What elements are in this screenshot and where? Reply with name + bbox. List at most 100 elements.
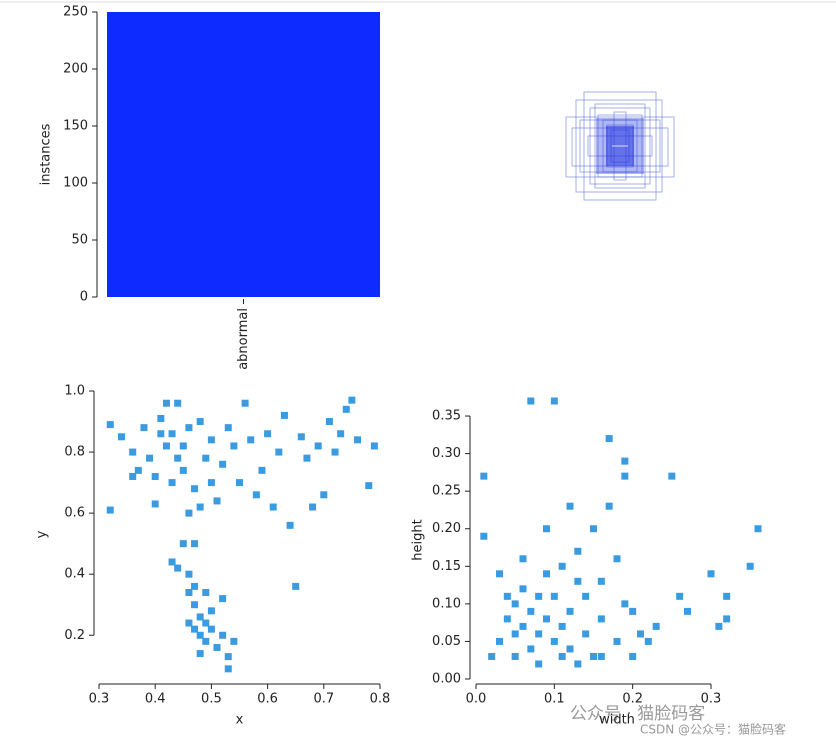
- cell: [613, 637, 621, 645]
- x-tick-label: 0.2: [622, 692, 643, 707]
- cell: [314, 442, 322, 450]
- cell: [140, 424, 148, 432]
- cell: [582, 592, 590, 600]
- cell: [202, 637, 210, 645]
- cell: [252, 491, 260, 499]
- cell: [219, 460, 227, 468]
- cell: [129, 448, 137, 456]
- cell: [269, 503, 277, 511]
- cell: [496, 570, 503, 578]
- cell: [535, 660, 543, 668]
- cell: [196, 613, 204, 621]
- cell: [241, 399, 249, 407]
- cell: [550, 397, 558, 405]
- cell: [207, 479, 215, 487]
- cell: [280, 411, 288, 419]
- cell: [207, 607, 215, 615]
- cell: [247, 436, 255, 444]
- cell: [224, 653, 232, 661]
- y-tick-label: 100: [63, 176, 88, 191]
- cell: [496, 637, 503, 645]
- cell: [480, 532, 488, 540]
- cell: [574, 577, 582, 585]
- x-tick-label: 0.1: [544, 692, 565, 707]
- cell: [543, 525, 550, 533]
- cell: [342, 405, 350, 413]
- cell: [746, 562, 754, 570]
- cell: [157, 430, 165, 438]
- cell: [309, 503, 317, 511]
- cell: [511, 652, 519, 660]
- cell: [519, 585, 527, 593]
- cell: [652, 622, 660, 630]
- cell: [605, 502, 613, 510]
- cell: [723, 615, 731, 623]
- cell: [264, 430, 272, 438]
- cell: [196, 503, 204, 511]
- cell: [151, 500, 159, 508]
- cell: [527, 607, 535, 615]
- cell: [219, 631, 227, 639]
- cell: [292, 582, 300, 590]
- cell: [644, 637, 652, 645]
- x-tick-label: 0.4: [145, 692, 166, 707]
- cell: [168, 479, 176, 487]
- y-tick-label: 0.2: [64, 628, 85, 643]
- cell: [684, 607, 691, 615]
- cell: [629, 652, 637, 660]
- cell: [723, 592, 731, 600]
- y-tick-label: 0.05: [432, 634, 461, 649]
- watermark: CSDN @公众号：猫脸码客: [640, 722, 786, 737]
- y-tick-label: 0.25: [432, 484, 461, 499]
- cell: [174, 454, 182, 462]
- y-tick-label: 200: [63, 62, 88, 77]
- cell: [535, 592, 543, 600]
- cell: [117, 433, 125, 441]
- cell: [566, 607, 574, 615]
- y-tick-label: 0.20: [432, 521, 461, 536]
- cell: [162, 442, 170, 450]
- cell: [621, 600, 629, 608]
- cell: [196, 631, 204, 639]
- cell: [348, 396, 356, 404]
- cell: [185, 619, 193, 627]
- cell: [179, 466, 187, 474]
- cell: [224, 665, 232, 673]
- cell: [179, 540, 187, 548]
- cell: [196, 650, 204, 658]
- cell: [629, 607, 637, 615]
- cell: [590, 652, 597, 660]
- cell: [590, 525, 597, 533]
- cell: [129, 472, 137, 480]
- cell: [637, 630, 644, 638]
- x-tick-label: 0.8: [370, 692, 391, 707]
- y-tick-label: 0.4: [64, 567, 85, 582]
- cell: [146, 454, 154, 462]
- cell: [185, 589, 193, 597]
- cell: [202, 454, 210, 462]
- cell: [162, 399, 170, 407]
- cell: [179, 442, 187, 450]
- x-tick-label: 0.3: [701, 692, 722, 707]
- cell: [230, 442, 238, 450]
- cell: [191, 540, 199, 548]
- cell: [503, 615, 511, 623]
- watermark: 公众号 · 猫脸码客: [570, 704, 705, 724]
- x-tick-label: abnormal: [236, 308, 251, 370]
- y-tick-label: 250: [63, 5, 88, 20]
- cell: [365, 482, 373, 490]
- cell: [558, 562, 566, 570]
- cell: [258, 466, 266, 474]
- cell: [303, 454, 311, 462]
- cell: [337, 430, 345, 438]
- cell: [202, 619, 210, 627]
- cell: [191, 582, 199, 590]
- cell: [527, 645, 535, 653]
- cell: [297, 433, 305, 441]
- x-tick-label: 0.5: [201, 692, 222, 707]
- y-axis-label: height: [411, 519, 426, 560]
- cell: [527, 397, 535, 405]
- cell: [174, 564, 182, 572]
- cell: [605, 435, 613, 443]
